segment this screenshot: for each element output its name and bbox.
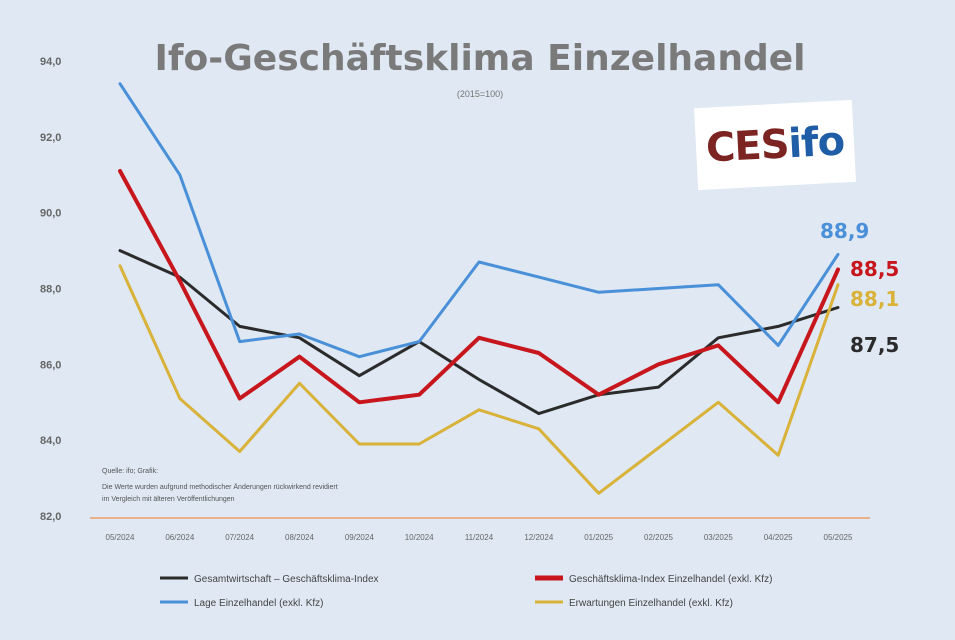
x-tick-label: 01/2025 xyxy=(584,533,613,542)
source-label: Quelle: ifo; Grafik: xyxy=(102,468,158,475)
source-line-2: im Vergleich mit älteren Veröffentlichun… xyxy=(102,496,235,503)
legend-label: Lage Einzelhandel (exkl. Kfz) xyxy=(194,598,324,609)
x-tick-label: 03/2025 xyxy=(704,533,733,542)
x-tick-label: 12/2024 xyxy=(524,533,553,542)
x-tick-label: 09/2024 xyxy=(345,533,374,542)
end-value-label: 88,9 xyxy=(820,219,869,243)
legend-label: Geschäftsklima-Index Einzelhandel (exkl.… xyxy=(569,574,772,585)
end-labels: 87,5 88,5 88,9 88,1 xyxy=(820,219,899,357)
y-axis-ticks: 94,0 92,0 90,0 88,0 86,0 84,0 82,0 xyxy=(40,56,61,523)
x-tick-label: 07/2024 xyxy=(225,533,254,542)
end-value-label: 87,5 xyxy=(850,333,899,357)
series-line-3 xyxy=(118,82,840,359)
source-note: Quelle: ifo; Grafik: Die Werte wurden au… xyxy=(102,468,338,503)
y-tick-label: 84,0 xyxy=(40,435,61,447)
x-tick-label: 11/2024 xyxy=(465,533,494,542)
legend-label: Gesamtwirtschaft – Geschäftsklima-Index xyxy=(194,574,379,585)
x-tick-label: 04/2025 xyxy=(764,533,793,542)
y-tick-label: 92,0 xyxy=(40,132,61,144)
logo-ifo-text: ifo xyxy=(787,118,846,168)
series-line-4 xyxy=(118,264,840,495)
x-tick-label: 05/2024 xyxy=(106,533,135,542)
x-tick-label: 06/2024 xyxy=(165,533,194,542)
x-tick-label: 10/2024 xyxy=(405,533,434,542)
end-value-label: 88,1 xyxy=(850,287,899,311)
y-tick-label: 82,0 xyxy=(40,511,61,523)
y-tick-label: 86,0 xyxy=(40,359,61,371)
y-tick-label: 88,0 xyxy=(40,284,61,296)
logo-ces-text: CES xyxy=(704,121,790,172)
legend: Gesamtwirtschaft – Geschäftsklima-Index G… xyxy=(160,574,772,609)
x-tick-label: 05/2025 xyxy=(824,533,853,542)
y-tick-label: 90,0 xyxy=(40,208,61,220)
series-lines xyxy=(118,82,840,495)
series-line-2 xyxy=(118,169,840,405)
x-axis-ticks: 05/2024 06/2024 07/2024 08/2024 09/2024 10/20… xyxy=(106,533,853,542)
chart-subtitle: (2015=100) xyxy=(457,89,503,99)
end-value-label: 88,5 xyxy=(850,257,899,281)
x-tick-label: 02/2025 xyxy=(644,533,673,542)
legend-label: Erwartungen Einzelhandel (exkl. Kfz) xyxy=(569,598,733,609)
y-tick-label: 94,0 xyxy=(40,56,61,68)
source-line-1: Die Werte wurden aufgrund methodischer Ä… xyxy=(102,483,338,491)
x-tick-label: 08/2024 xyxy=(285,533,314,542)
cesifo-logo: CES ifo xyxy=(693,99,857,191)
series-line-1 xyxy=(118,249,840,416)
chart-title: Ifo-Geschäftsklima Einzelhandel xyxy=(155,38,806,79)
